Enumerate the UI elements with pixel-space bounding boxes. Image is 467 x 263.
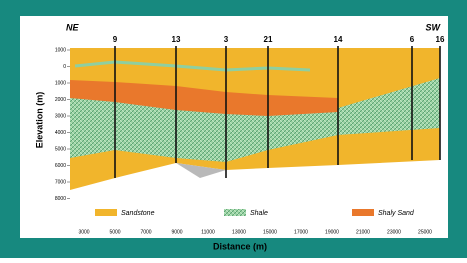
well-label: 16 <box>436 35 445 44</box>
x-tick-label: 15000 <box>263 229 277 235</box>
well-label: 13 <box>172 35 181 44</box>
legend-swatch <box>95 209 117 216</box>
y-tick-label: 1000 <box>55 47 66 53</box>
well-label: 3 <box>224 35 229 44</box>
x-tick-label: 5000 <box>109 229 120 235</box>
y-tick-label: 6000 <box>55 163 66 169</box>
well-label: 6 <box>410 35 415 44</box>
y-tick-label: 0 <box>63 64 66 70</box>
sw-label: SW <box>426 22 442 32</box>
cross-section-figure: 9 13 3 21 14 6 16 NE SW Elevation (m) Distance… <box>0 0 467 258</box>
legend-label: Shale <box>250 210 268 217</box>
x-tick-label: 17000 <box>294 229 308 235</box>
ne-label: NE <box>66 22 79 32</box>
y-axis-label: Elevation (m) <box>34 92 44 149</box>
legend-label: Shaly Sand <box>378 210 415 217</box>
well-label: 21 <box>264 35 273 44</box>
well-label: 14 <box>334 35 343 44</box>
legend-swatch <box>224 209 246 216</box>
x-tick-label: 19000 <box>325 229 339 235</box>
x-tick-label: 9000 <box>171 229 182 235</box>
x-tick-label: 11000 <box>201 229 215 235</box>
x-tick-label: 21000 <box>356 229 370 235</box>
y-tick-label: 2000 <box>55 97 66 103</box>
x-tick-label: 13000 <box>232 229 246 235</box>
x-tick-label: 23000 <box>387 229 401 235</box>
y-tick-label: 4000 <box>55 130 66 136</box>
page: 9 13 3 21 14 6 16 NE SW Elevation (m) Distance… <box>0 0 467 258</box>
y-tick-label: 3000 <box>55 113 66 119</box>
x-tick-label: 3000 <box>78 229 89 235</box>
y-tick-label: 5000 <box>55 146 66 152</box>
y-tick-label: 7000 <box>55 179 66 185</box>
x-tick-label: 7000 <box>140 229 151 235</box>
legend-label: Sandstone <box>121 210 155 217</box>
legend-swatch <box>352 209 374 216</box>
y-tick-label: 8000 <box>55 196 66 202</box>
well-label: 9 <box>113 35 118 44</box>
y-tick-label: 1000 <box>55 80 66 86</box>
x-tick-label: 25000 <box>418 229 432 235</box>
x-axis-label: Distance (m) <box>213 241 267 251</box>
